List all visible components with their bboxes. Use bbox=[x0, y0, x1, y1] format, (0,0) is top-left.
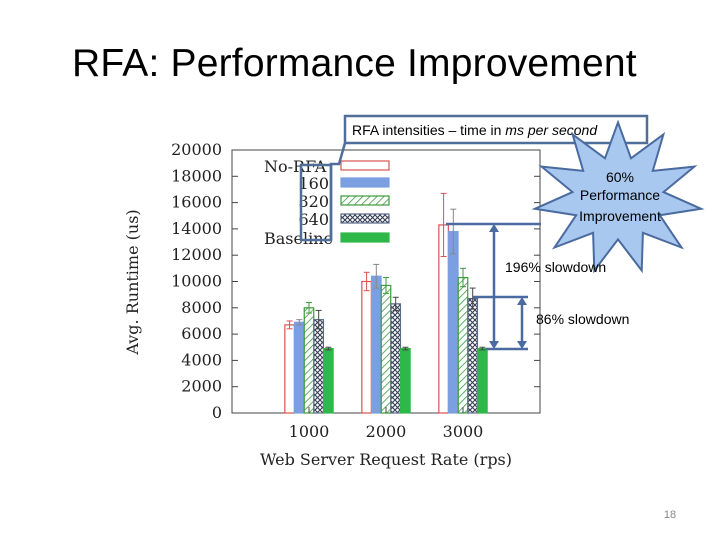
y-tick-label: 18000 bbox=[171, 166, 222, 185]
bar-320-3000 bbox=[457, 276, 469, 414]
y-tick-label: 20000 bbox=[171, 140, 222, 159]
bar-baseline-1000 bbox=[323, 347, 334, 414]
slide-title: RFA: Performance Improvement bbox=[72, 42, 637, 85]
intensities-callout-italic: ms per second bbox=[505, 122, 598, 138]
bar-no-rfa-2000 bbox=[361, 280, 372, 414]
bar-baseline-2000 bbox=[400, 347, 411, 414]
bar-640-1000 bbox=[313, 319, 325, 414]
y-tick-label: 8000 bbox=[181, 298, 222, 317]
legend-label-640: 640 bbox=[298, 210, 329, 229]
bar-640-2000 bbox=[390, 303, 402, 414]
x-axis-ticks: 1000 2000 3000 bbox=[289, 407, 484, 441]
slowdown-arrows: 196% slowdown 86% slowdown bbox=[446, 222, 629, 351]
y-tick-label: 12000 bbox=[171, 245, 222, 264]
arrow-86-head-up bbox=[517, 297, 527, 305]
page-number: 18 bbox=[664, 509, 676, 521]
legend-swatch-no-rfa bbox=[340, 160, 390, 171]
bar-640-3000 bbox=[467, 297, 479, 414]
slowdown-86-label: 86% slowdown bbox=[536, 311, 629, 327]
bar-series bbox=[284, 192, 488, 414]
intensities-callout-box bbox=[343, 114, 649, 145]
legend-swatch-160 bbox=[340, 177, 390, 188]
star-line-percent: 60% bbox=[606, 169, 634, 185]
bar-baseline-3000 bbox=[477, 347, 488, 414]
star-line-improvement: Improvement bbox=[579, 208, 661, 224]
arrow-86-head-down bbox=[517, 341, 527, 349]
x-axis-title: Web Server Request Rate (rps) bbox=[260, 450, 512, 469]
legend-swatch-640 bbox=[340, 213, 390, 224]
bar-160-1000 bbox=[293, 321, 305, 414]
legend-swatch-baseline bbox=[340, 232, 390, 243]
bar-160-2000 bbox=[370, 275, 382, 414]
bar-320-1000 bbox=[303, 307, 315, 414]
bar-no-rfa-1000 bbox=[284, 324, 295, 414]
legend-label-no-rfa: No-RFA bbox=[264, 157, 327, 176]
x-tick-label: 3000 bbox=[443, 422, 484, 441]
improvement-star-callout bbox=[531, 119, 705, 274]
legend-intensities-highlight bbox=[299, 163, 333, 242]
y-tick-label: 10000 bbox=[171, 272, 222, 291]
intensities-callout-text: RFA intensities – time in ms per second bbox=[352, 122, 598, 138]
y-axis-ticks: 0 2000 4000 6000 8000 10000 12000 14000 16000 180… bbox=[171, 140, 540, 422]
y-axis-title: Avg. Runtime (us) bbox=[123, 209, 142, 355]
arrow-196-head-down bbox=[489, 341, 499, 349]
arrow-196-head-up bbox=[489, 224, 499, 232]
legend-label-160: 160 bbox=[298, 174, 329, 193]
y-tick-label: 2000 bbox=[181, 377, 222, 396]
x-tick-label: 2000 bbox=[366, 422, 407, 441]
bar-320-2000 bbox=[380, 284, 392, 414]
y-tick-label: 14000 bbox=[171, 219, 222, 238]
y-tick-label: 16000 bbox=[171, 193, 222, 212]
intensities-callout-prefix: RFA intensities – time in bbox=[352, 122, 505, 138]
y-tick-label: 6000 bbox=[181, 324, 222, 343]
x-tick-label: 1000 bbox=[289, 422, 330, 441]
legend-label-320: 320 bbox=[298, 192, 329, 211]
slowdown-196-label: 196% slowdown bbox=[505, 259, 606, 275]
legend-swatch-320 bbox=[340, 195, 390, 206]
legend-label-baseline: Baseline bbox=[264, 229, 333, 248]
star-line-performance: Performance bbox=[580, 187, 660, 203]
bar-160-3000 bbox=[447, 230, 459, 414]
y-tick-label: 4000 bbox=[181, 350, 222, 369]
y-tick-label: 0 bbox=[212, 403, 222, 422]
